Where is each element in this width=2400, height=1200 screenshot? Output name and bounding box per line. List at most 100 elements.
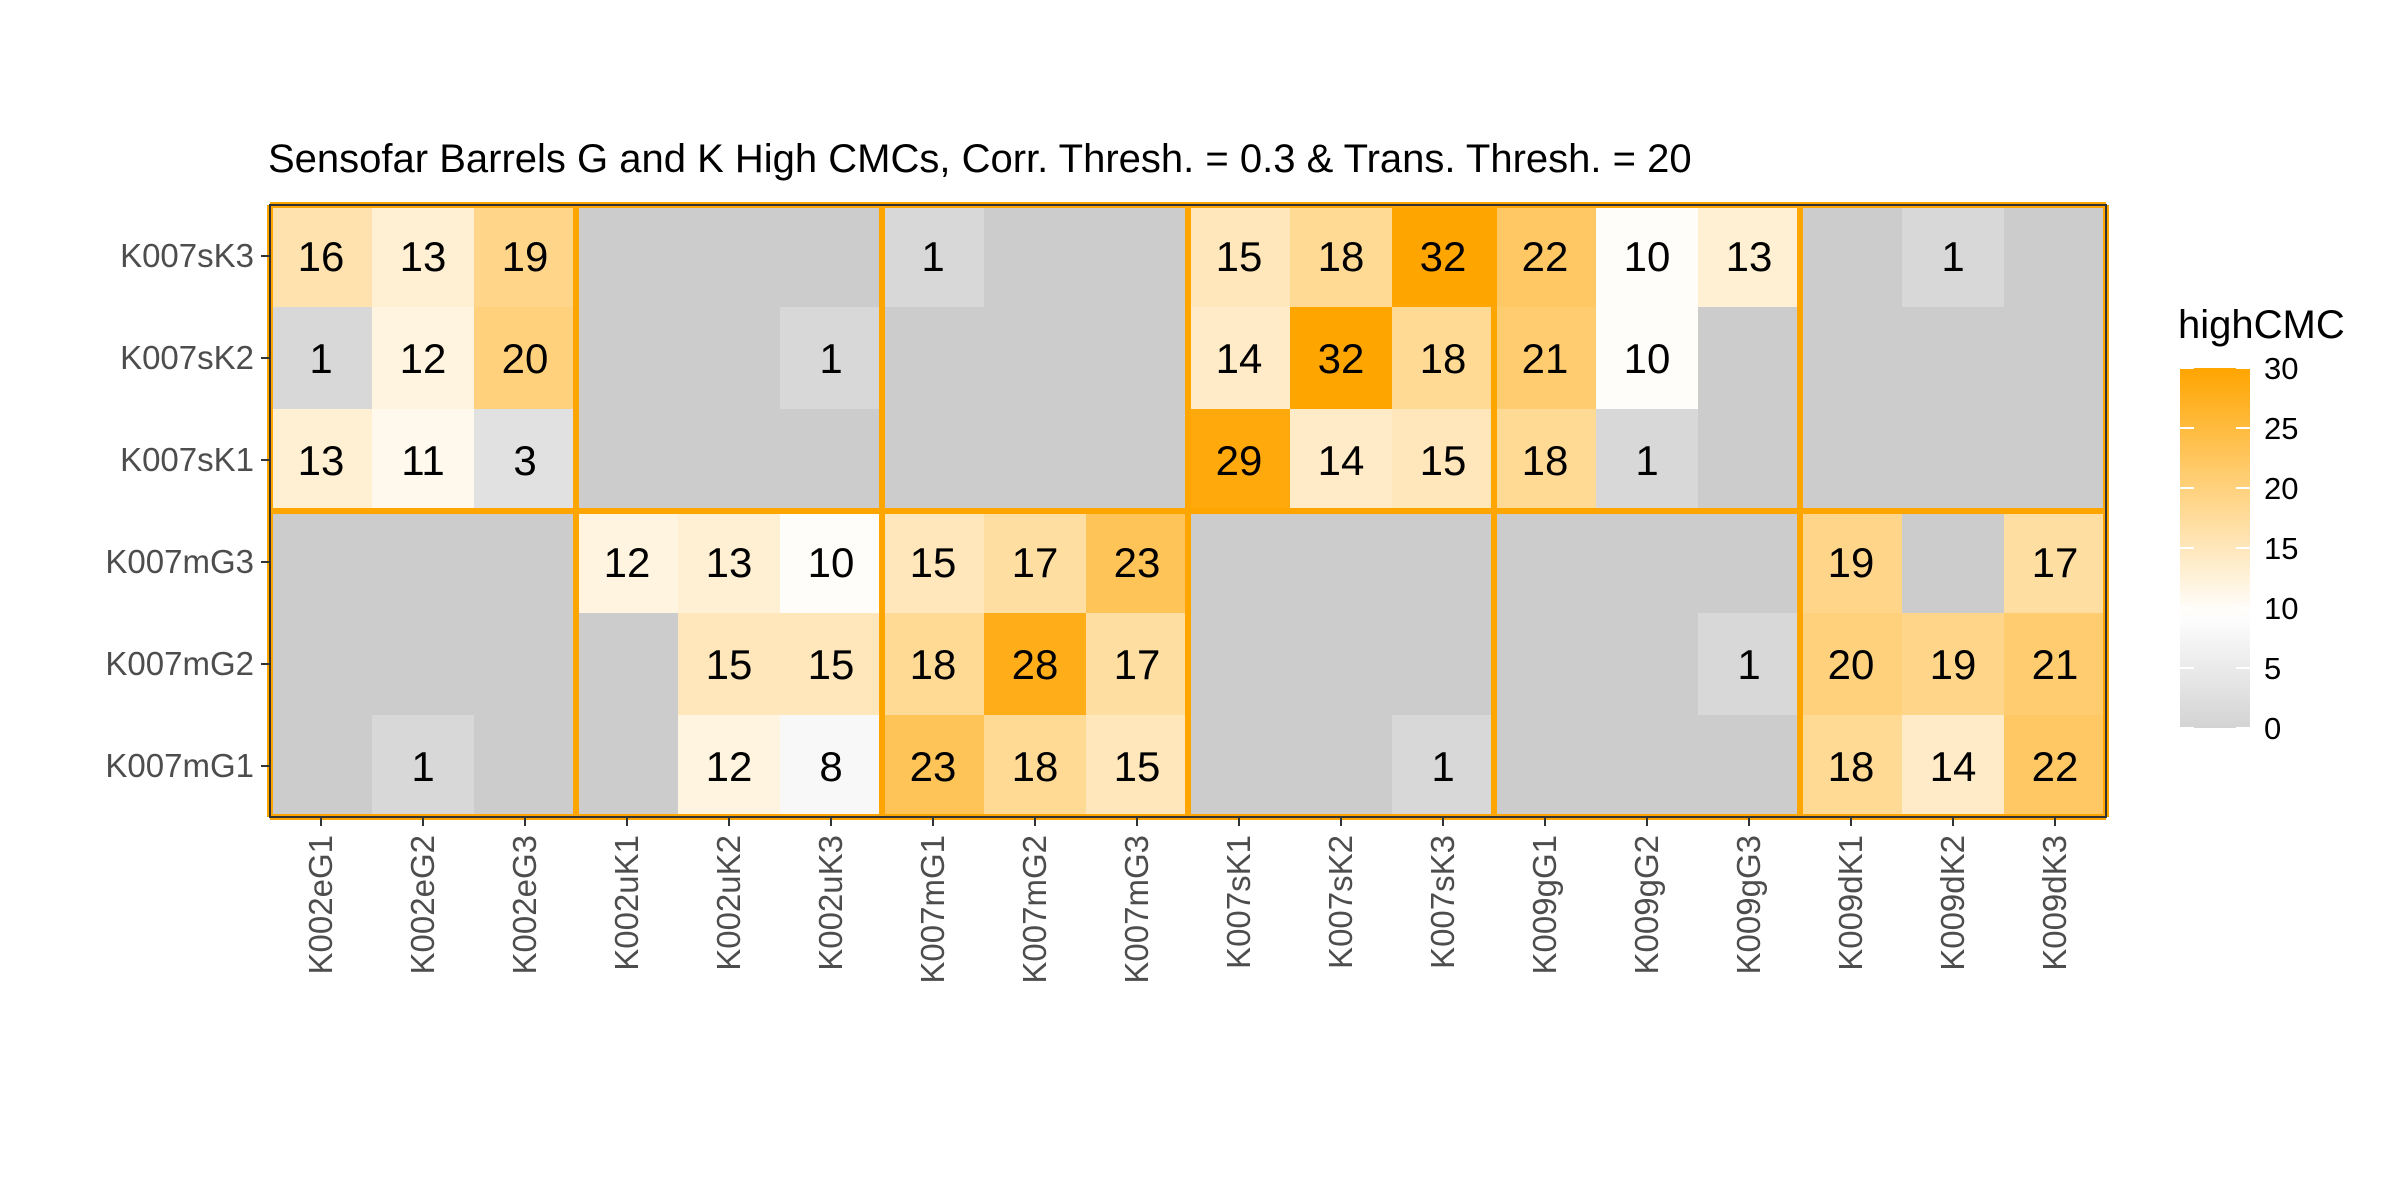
heatmap-cell: [882, 613, 985, 716]
y-tick-label: K007mG2: [105, 645, 254, 682]
heatmap-cell: [1392, 409, 1495, 512]
heatmap-cell: [1494, 205, 1597, 308]
legend-tick-label: 15: [2264, 531, 2298, 566]
heatmap-cell: [474, 205, 577, 308]
heatmap-cell: [2004, 409, 2107, 512]
cell-value-label: 10: [1624, 233, 1671, 280]
heatmap-cell: [1188, 409, 1291, 512]
heatmap-cell: [372, 511, 475, 614]
heatmap-cell: [1290, 613, 1393, 716]
heatmap-cell: [474, 307, 577, 410]
cell-value-label: 18: [1012, 743, 1059, 790]
heatmap-cell: [678, 205, 781, 308]
heatmap-cell: [1392, 205, 1495, 308]
cell-value-label: 32: [1318, 335, 1365, 382]
heatmap-cell: [1290, 307, 1393, 410]
cell-value-label: 14: [1930, 743, 1977, 790]
x-tick-label: K009gG3: [1730, 835, 1767, 974]
cell-value-label: 8: [819, 743, 842, 790]
heatmap-cell: [1494, 307, 1597, 410]
heatmap-cell: [1596, 715, 1699, 818]
heatmap-cell: [474, 613, 577, 716]
cell-value-label: 22: [1522, 233, 1569, 280]
cell-value-label: 29: [1216, 437, 1263, 484]
heatmap-cell: [1086, 613, 1189, 716]
cell-value-label: 20: [502, 335, 549, 382]
heatmap-cell: [372, 307, 475, 410]
cell-value-label: 15: [1420, 437, 1467, 484]
heatmap-cell: [1698, 715, 1801, 818]
y-tick-label: K007sK1: [120, 441, 254, 478]
x-tick-label: K002eG1: [302, 835, 339, 974]
cell-value-label: 17: [2032, 539, 2079, 586]
heatmap-cell: [576, 511, 679, 614]
panel-border: [269, 204, 2107, 818]
heatmap-cell: [1494, 511, 1597, 614]
heatmap-cell: [984, 715, 1087, 818]
x-tick-label: K002eG3: [506, 835, 543, 974]
heatmap-cell: [678, 715, 781, 818]
x-tick-label: K007sK2: [1322, 835, 1359, 969]
heatmap-cell: [984, 613, 1087, 716]
heatmap-cell: [1902, 613, 2005, 716]
heatmap-cell: [1800, 307, 1903, 410]
heatmap-cell: [882, 715, 985, 818]
heatmap-cell: [372, 715, 475, 818]
cell-value-label: 17: [1012, 539, 1059, 586]
heatmap-cell: [372, 205, 475, 308]
heatmap-cell: [1086, 715, 1189, 818]
heatmap-cell: [780, 511, 883, 614]
cell-value-label: 1: [309, 335, 332, 382]
x-tick-label: K009dK2: [1934, 835, 1971, 971]
cell-value-label: 13: [298, 437, 345, 484]
cell-value-label: 15: [1114, 743, 1161, 790]
x-tick-label: K002uK3: [812, 835, 849, 971]
heatmap-cell: [1290, 511, 1393, 614]
heatmap-cell: [2004, 205, 2107, 308]
cell-value-label: 19: [1828, 539, 1875, 586]
heatmap-cell: [1902, 409, 2005, 512]
heatmap-cell: [1902, 715, 2005, 818]
heatmap-cell: [1392, 511, 1495, 614]
legend: highCMC 0 5 10 15 20 25 30: [2178, 303, 2345, 746]
heatmap-cell: [270, 409, 373, 512]
heatmap-cell: [1392, 307, 1495, 410]
heatmap-cell: [1698, 613, 1801, 716]
cell-value-label: 1: [1635, 437, 1658, 484]
y-tick-label: K007sK3: [120, 237, 254, 274]
heatmap-cell: [984, 205, 1087, 308]
cell-value-label: 18: [1318, 233, 1365, 280]
cell-value-label: 12: [604, 539, 651, 586]
heatmap-cell: [1290, 205, 1393, 308]
x-axis-ticks: K002eG1 K002eG2 K002eG3 K002uK1 K002uK2 K002u…: [302, 817, 2073, 984]
cell-value-label: 15: [1216, 233, 1263, 280]
cell-value-label: 13: [706, 539, 753, 586]
heatmap-cell: [1086, 307, 1189, 410]
heatmap-cell: [678, 409, 781, 512]
x-tick-label: K007mG1: [914, 835, 951, 984]
x-tick-label: K002uK1: [608, 835, 645, 971]
cell-value-label: 28: [1012, 641, 1059, 688]
cell-value-label: 21: [1522, 335, 1569, 382]
legend-tick-label: 30: [2264, 351, 2298, 386]
heatmap-cell: [1494, 613, 1597, 716]
cell-value-label: 14: [1318, 437, 1365, 484]
cell-value-label: 1: [1941, 233, 1964, 280]
x-tick-label: K009gG1: [1526, 835, 1563, 974]
cell-value-label: 18: [910, 641, 957, 688]
cell-value-label: 12: [706, 743, 753, 790]
cell-value-label: 3: [513, 437, 536, 484]
x-tick-label: K002eG2: [404, 835, 441, 974]
heatmap-cell: [1698, 205, 1801, 308]
heatmap-cell: [270, 205, 373, 308]
legend-ticks: 0 5 10 15 20 25 30: [2180, 351, 2298, 746]
heatmap-cell: [2004, 511, 2107, 614]
legend-tick-label: 0: [2264, 711, 2281, 746]
cell-value-label: 18: [1522, 437, 1569, 484]
heatmap-cell: [678, 511, 781, 614]
cell-value-label: 10: [808, 539, 855, 586]
cell-value-label: 22: [2032, 743, 2079, 790]
cell-value-label: 11: [401, 437, 445, 484]
x-tick-label: K009dK3: [2036, 835, 2073, 971]
y-axis-ticks: K007sK3 K007sK2 K007sK1 K007mG3 K007mG2 K007m…: [105, 237, 270, 784]
